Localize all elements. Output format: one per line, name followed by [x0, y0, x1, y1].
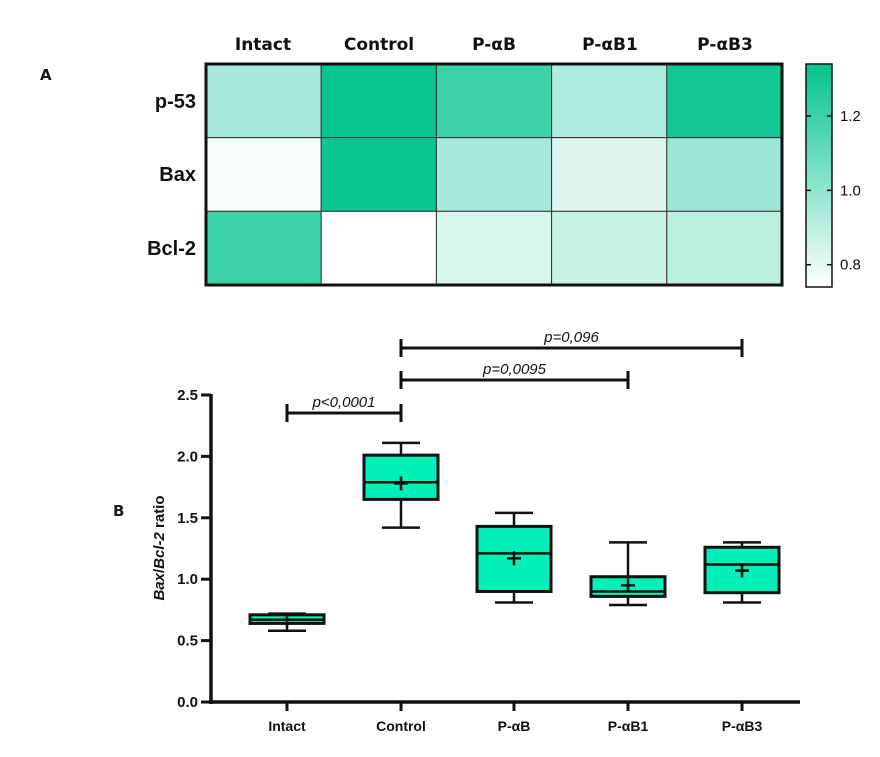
p-value-label: p=0,0095 — [482, 361, 547, 378]
x-tick-label: Control — [376, 718, 426, 734]
heatmap-cell — [205, 137, 322, 212]
heatmap-cell — [320, 63, 437, 139]
colorbar-tick-label: 1.0 — [840, 182, 861, 199]
y-label-slash: / — [151, 568, 168, 573]
y-tick-label: 0.0 — [177, 694, 198, 711]
heatmap-row-label: Bax — [159, 164, 196, 186]
y-label-bcl2: Bcl-2 — [151, 531, 168, 568]
boxplot-intact — [248, 612, 326, 633]
y-label-bax: Bax — [151, 572, 168, 600]
heatmap-column-labels: Intact Control P-αB P-αB1 P-αB3 — [235, 35, 753, 55]
heatmap-col-label: P-αB3 — [697, 35, 753, 55]
heatmap-col-label: Control — [344, 35, 414, 55]
colorbar-tick-label: 1.2 — [840, 108, 861, 125]
x-tick-label: P-αB — [498, 718, 531, 734]
heatmap-row-labels: p-53 Bax Bcl-2 — [147, 91, 196, 260]
heatmap-cells — [205, 63, 783, 286]
x-tick-label: Intact — [268, 718, 306, 734]
x-tick-label: P-αB3 — [722, 718, 763, 734]
heatmap-cell — [551, 137, 668, 212]
panel-label-a: A — [40, 66, 52, 84]
p-value-label: p<0,0001 — [312, 394, 376, 411]
y-axis-label: Bax/Bcl-2 ratio — [151, 495, 168, 600]
panel-label-b: B — [113, 502, 124, 520]
y-tick-label: 2.0 — [177, 448, 198, 465]
x-axis: Intact Control P-αB P-αB1 P-αB3 — [209, 700, 800, 734]
y-tick-label: 1.5 — [177, 510, 198, 527]
heatmap-col-label: P-αB — [472, 35, 516, 55]
heatmap-cell — [551, 210, 668, 286]
x-tick-label: P-αB1 — [608, 718, 649, 734]
colorbar-tick-label: 0.8 — [840, 257, 861, 274]
heatmap-cell — [205, 63, 322, 139]
heatmap-border — [204, 62, 784, 287]
colorbar — [805, 63, 833, 288]
y-tick-label: 0.5 — [177, 633, 198, 650]
boxplot-p-b — [475, 511, 553, 604]
significance-bracket: p=0,0095 — [399, 361, 630, 389]
heatmap-cell — [666, 63, 783, 139]
heatmap-row-label: p-53 — [155, 91, 196, 113]
heatmap-col-label: Intact — [235, 35, 291, 55]
heatmap-cell — [320, 137, 437, 212]
y-tick-label: 1.0 — [177, 571, 198, 588]
heatmap-cell — [320, 210, 437, 286]
significance-bracket: p<0,0001 — [285, 394, 403, 422]
heatmap-cell — [435, 137, 553, 212]
significance-bracket: p=0,096 — [399, 329, 744, 357]
boxplots — [248, 441, 781, 633]
y-axis: 0.0 0.5 1.0 1.5 2.0 2.5 — [177, 387, 213, 711]
boxplot-control — [362, 441, 440, 529]
heatmap-cell — [666, 210, 783, 286]
y-tick-label: 2.5 — [177, 387, 198, 404]
heatmap-col-label: P-αB1 — [582, 35, 638, 55]
heatmap-cell — [435, 63, 553, 139]
heatmap-cell — [435, 210, 553, 286]
y-label-ratio: ratio — [151, 495, 168, 532]
colorbar-ticks: 0.8 1.0 1.2 — [806, 108, 861, 274]
heatmap-cell — [205, 210, 322, 286]
heatmap-cell — [666, 137, 783, 212]
boxplot-p-b1 — [589, 541, 667, 607]
heatmap-cell — [551, 63, 668, 139]
boxplot-p-b3 — [703, 541, 781, 604]
p-value-label: p=0,096 — [543, 329, 599, 346]
heatmap-row-label: Bcl-2 — [147, 238, 196, 260]
significance-brackets: p<0,0001 p=0,0095 p=0,096 — [285, 329, 744, 422]
